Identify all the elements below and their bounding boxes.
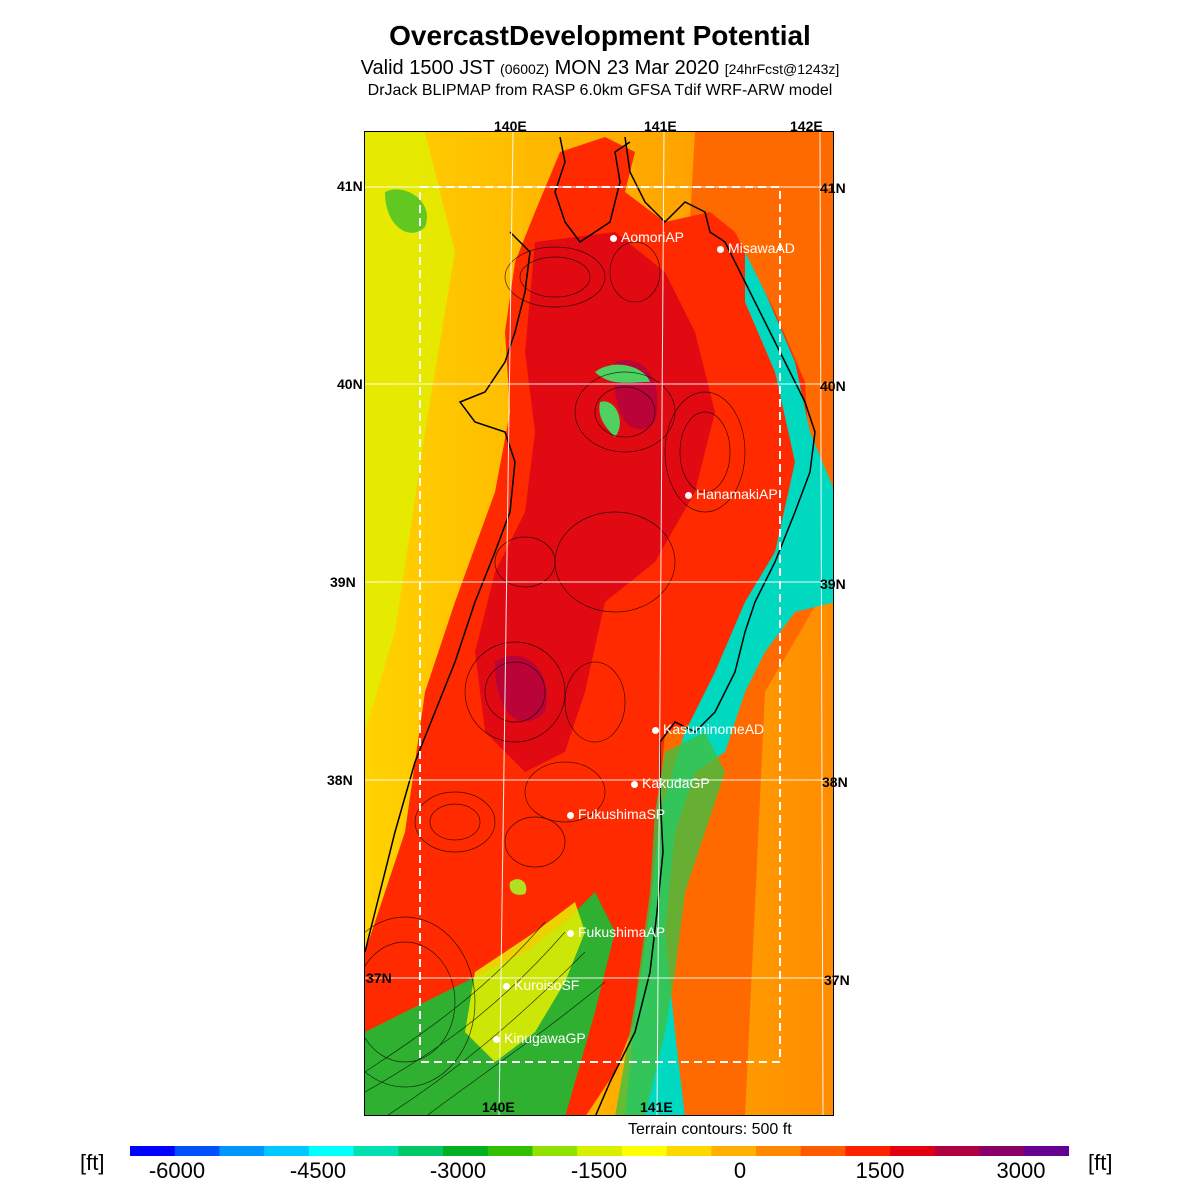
colorbar-tick-label: -1500 [570, 1158, 628, 1183]
lat-label-left-38: 38N [327, 772, 353, 788]
lat-label-left-39: 39N [330, 574, 356, 590]
colorbar-swatch [845, 1146, 891, 1156]
colorbar-unit-left: [ft] [80, 1150, 105, 1175]
colorbar-swatch [174, 1146, 220, 1156]
valid-time: Valid 1500 JST (0600Z) MON 23 Mar 2020 [… [0, 57, 1200, 80]
station-label: FukushimaAP [578, 924, 666, 940]
colorbar-tick-label: -3000 [429, 1158, 487, 1183]
colorbar-swatch [979, 1146, 1025, 1156]
colorbar-tick-label: -6000 [148, 1158, 206, 1183]
lat-label-right-39: 39N [820, 576, 846, 592]
colorbar-swatch [532, 1146, 578, 1156]
colorbar-tick-label: 0 [733, 1158, 747, 1183]
station-marker [717, 246, 724, 253]
forecast-info: [24hrFcst@1243z] [724, 61, 840, 77]
station-label: KinugawaGP [504, 1030, 586, 1046]
map-title: OvercastDevelopment Potential [389, 20, 811, 51]
lake-2 [599, 401, 620, 437]
colorbar-swatch [487, 1146, 533, 1156]
colorbar-swatch [398, 1146, 444, 1156]
latlon-grid [365, 132, 833, 1115]
lon-label-top-142: 142E [790, 118, 823, 134]
colorbar-swatch [264, 1146, 310, 1156]
field-west-green [385, 189, 427, 233]
station-marker [567, 930, 574, 937]
lat-label-right-38: 38N [822, 774, 848, 790]
colorbar-swatch [621, 1146, 668, 1156]
colorbar-tick-label: -4500 [289, 1158, 347, 1183]
colorbar-swatch [756, 1146, 802, 1156]
map-canvas [365, 132, 833, 1115]
station-label: HanamakiAP [696, 486, 778, 502]
colorbar-swatch [130, 1146, 176, 1156]
colorbar-unit-right: [ft] [1088, 1150, 1113, 1175]
station-marker [493, 1036, 500, 1043]
lon-label-top-140: 140E [494, 118, 527, 134]
colorbar-swatch [353, 1146, 399, 1156]
valid-zulu: (0600Z) [500, 61, 550, 77]
terrain-contours [365, 241, 746, 1115]
inner-domain-boundary [419, 186, 781, 1063]
lat-label-left-41: 41N [337, 178, 363, 194]
station-label: KakudaGP [642, 775, 710, 791]
station-marker [503, 983, 510, 990]
colorbar-swatch [577, 1146, 623, 1156]
lat-label-right-37: 37N [824, 972, 850, 988]
lon-label-bottom-141: 141E [640, 1099, 673, 1115]
valid-date: MON 23 Mar 2020 [554, 57, 720, 79]
colorbar-swatch [800, 1146, 846, 1156]
colorbar-swatch [219, 1146, 265, 1156]
station-label: FukushimaSP [578, 806, 666, 822]
station-label: MisawaAD [728, 240, 795, 256]
colorbar [130, 1146, 1069, 1156]
land-purple-2 [495, 655, 547, 722]
station-marker [567, 812, 574, 819]
colorbar-swatch [934, 1146, 981, 1156]
terrain-note: Terrain contours: 500 ft [628, 1121, 792, 1138]
lat-label-left-37: 37N [366, 970, 392, 986]
station-marker [685, 492, 692, 499]
lon-label-bottom-140: 140E [482, 1099, 515, 1115]
colorbar-swatch [308, 1146, 355, 1156]
colorbar-tick-label: 1500 [855, 1158, 905, 1183]
colorbar-swatch [711, 1146, 757, 1156]
lake-3 [509, 879, 527, 895]
station-marker [652, 727, 659, 734]
colorbar-swatch [666, 1146, 712, 1156]
lat-label-right-41: 41N [820, 180, 846, 196]
coastal-green [615, 732, 725, 1115]
colorbar-tick-label: 3000 [996, 1158, 1046, 1183]
model-info: DrJack BLIPMAP from RASP 6.0km GFSA Tdif… [367, 82, 833, 99]
colorbar-swatch [443, 1146, 489, 1156]
coastline [365, 136, 816, 1115]
station-label: KuroisoSF [514, 977, 580, 993]
colorbar-swatch [890, 1146, 936, 1156]
southwest-yellow [465, 902, 585, 1062]
lake-1 [595, 364, 650, 383]
lat-label-left-40: 40N [337, 376, 363, 392]
land-core [475, 232, 715, 772]
station-label: KasuminomeAD [663, 721, 765, 737]
station-label: AomoriAP [621, 229, 685, 245]
station-marker [610, 235, 617, 242]
lon-label-top-141: 141E [644, 118, 677, 134]
lat-label-right-40: 40N [820, 378, 846, 394]
forecast-map [364, 131, 834, 1116]
valid-prefix: Valid 1500 JST [360, 57, 495, 79]
station-marker [631, 781, 638, 788]
colorbar-swatch [1024, 1146, 1069, 1156]
